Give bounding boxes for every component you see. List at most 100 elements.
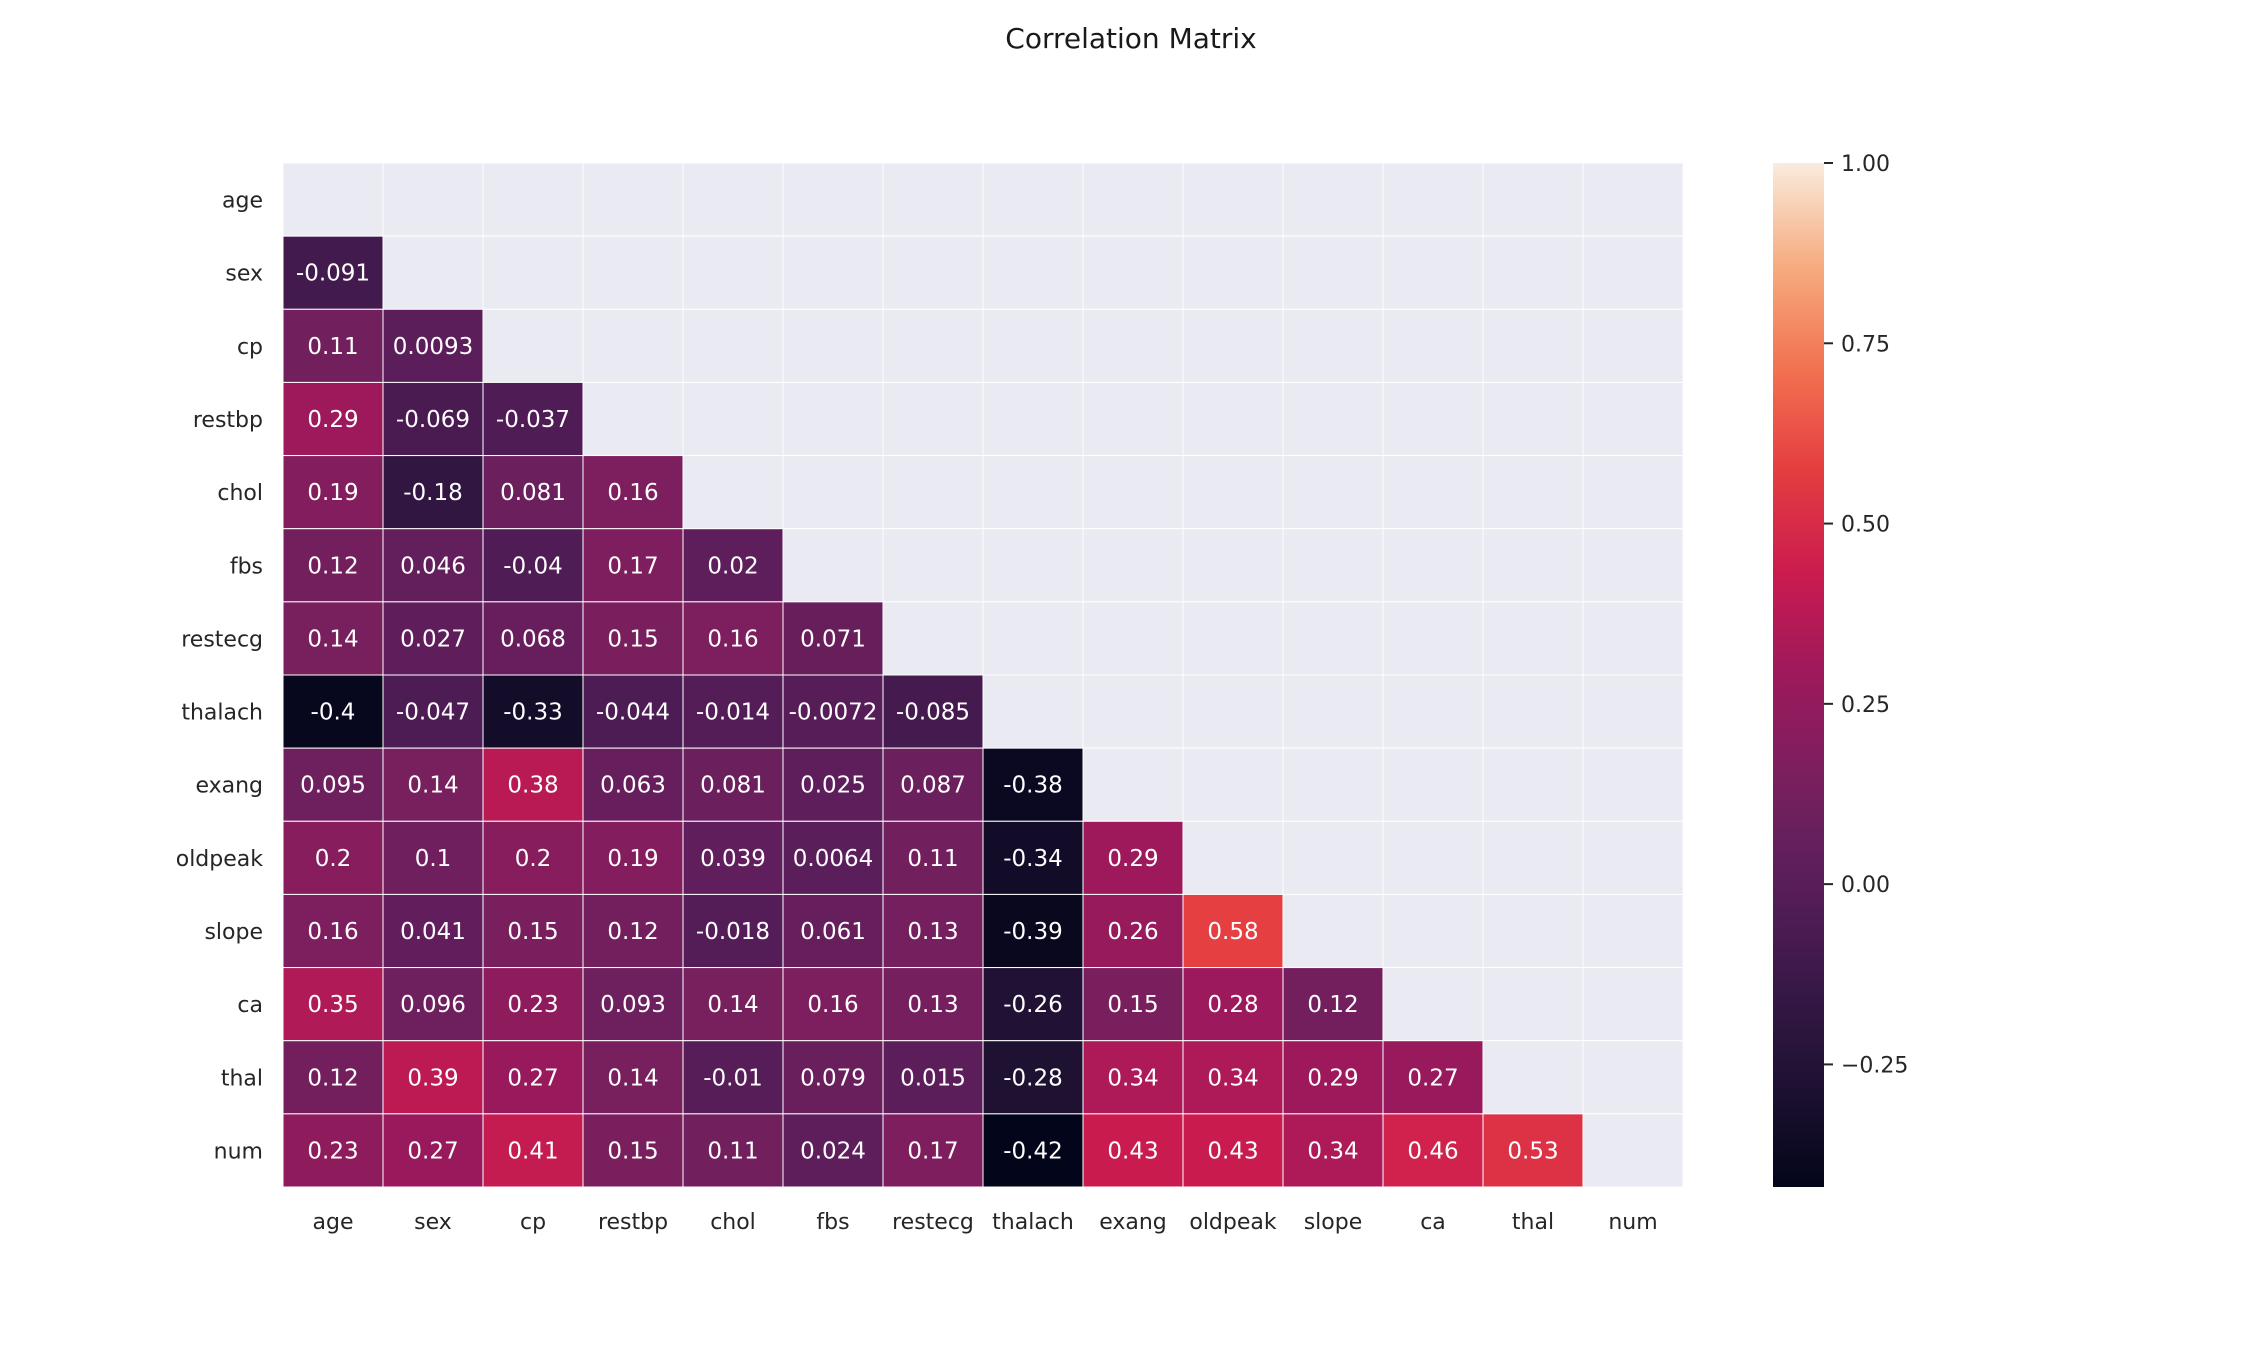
heatmap-masked-cell: [782, 528, 884, 603]
cell-value-oldpeak-restbp: 0.19: [607, 846, 658, 872]
y-tick-label-age: age: [222, 189, 263, 214]
heatmap-masked-cell: [882, 308, 984, 383]
heatmap-masked-cell: [1082, 235, 1184, 310]
heatmap-masked-cell: [882, 235, 984, 310]
cell-value-ca-oldpeak: 0.28: [1207, 992, 1258, 1018]
heatmap-masked-cell: [1482, 674, 1584, 749]
heatmap-cell-ca-age: [282, 967, 384, 1042]
heatmap-cell-num-thalach: [982, 1113, 1084, 1188]
cell-value-ca-exang: 0.15: [1107, 992, 1158, 1018]
heatmap-masked-cell: [282, 162, 384, 237]
colorbar: [1773, 163, 1824, 1187]
cell-value-fbs-cp: -0.04: [503, 553, 563, 579]
cell-value-chol-cp: 0.081: [500, 480, 566, 506]
heatmap-masked-cell: [1082, 674, 1184, 749]
heatmap-masked-cell: [1282, 820, 1384, 895]
cell-value-ca-restecg: 0.13: [907, 992, 958, 1018]
heatmap-masked-cell: [1582, 235, 1684, 310]
heatmap-masked-cell: [1182, 162, 1284, 237]
heatmap-cell-sex-age: [282, 235, 384, 310]
cell-value-slope-fbs: 0.061: [800, 919, 866, 945]
heatmap-masked-cell: [1382, 235, 1484, 310]
heatmap-masked-cell: [1582, 1113, 1684, 1188]
heatmap-annotations: -0.091 0.11 0.0093 0.29 -0.069 -0.037 0.19 -0.1…: [296, 261, 1559, 1165]
heatmap-cell-slope-restecg: [882, 893, 984, 969]
heatmap-masked-cell: [1082, 601, 1184, 676]
colorbar-tick-label: −0.25: [1841, 1053, 1908, 1078]
x-tick-label-chol: chol: [710, 1210, 756, 1235]
heatmap-cell-slope-fbs: [782, 893, 884, 969]
heatmap-cell-ca-cp: [482, 967, 584, 1042]
y-tick-label-fbs: fbs: [230, 554, 263, 579]
heatmap-cell-thal-thalach: [982, 1040, 1084, 1115]
heatmap-masked-cell: [1582, 308, 1684, 383]
cell-value-slope-sex: 0.041: [400, 919, 466, 945]
cell-value-fbs-chol: 0.02: [707, 553, 758, 579]
heatmap-cell-slope-chol: [682, 893, 784, 969]
y-tick-label-ca: ca: [237, 993, 263, 1018]
cell-value-oldpeak-restecg: 0.11: [907, 846, 958, 872]
x-tick-label-slope: slope: [1304, 1210, 1363, 1235]
colorbar-tick-label: 0.75: [1841, 332, 1890, 357]
heatmap-masked-cell: [1482, 235, 1584, 310]
heatmap-masked-cell: [1582, 747, 1684, 822]
heatmap-masked-cell: [1182, 747, 1284, 822]
heatmap-masked-cell: [1582, 162, 1684, 237]
heatmap-masked-cell: [982, 235, 1084, 310]
colorbar-tick-label: 0.50: [1841, 513, 1890, 538]
heatmap-masked-cell: [1382, 308, 1484, 383]
heatmap-masked-cell: [1282, 747, 1384, 822]
cell-value-oldpeak-age: 0.2: [315, 846, 352, 872]
heatmap-cell-slope-cp: [482, 893, 584, 969]
cell-value-restecg-cp: 0.068: [500, 626, 566, 652]
heatmap-masked-cell: [1182, 308, 1284, 383]
heatmap-masked-cell: [982, 308, 1084, 383]
heatmap-cell-oldpeak-cp: [482, 820, 584, 895]
cell-value-exang-fbs: 0.025: [800, 773, 866, 799]
heatmap-masked-cell: [1482, 162, 1584, 237]
y-tick-label-oldpeak: oldpeak: [176, 847, 264, 872]
cell-value-thal-restbp: 0.14: [607, 1065, 658, 1091]
heatmap-cell-chol-age: [282, 455, 384, 530]
heatmap-cell-oldpeak-thalach: [982, 820, 1084, 895]
y-tick-label-restbp: restbp: [193, 408, 263, 433]
cell-value-exang-chol: 0.081: [700, 773, 766, 799]
heatmap-masked-cell: [1482, 528, 1584, 603]
cell-value-slope-oldpeak: 0.58: [1207, 919, 1258, 945]
heatmap-cell-thal-ca: [1382, 1040, 1484, 1115]
cell-value-num-sex: 0.27: [407, 1138, 458, 1164]
cell-value-slope-thalach: -0.39: [1003, 919, 1063, 945]
y-tick-label-cp: cp: [237, 335, 263, 360]
heatmap-cell-ca-exang: [1082, 967, 1184, 1042]
cell-value-sex-age: -0.091: [296, 261, 370, 287]
heatmap-cell-oldpeak-exang: [1082, 820, 1184, 895]
x-tick-label-cp: cp: [520, 1210, 546, 1235]
heatmap-masked-cell: [1182, 455, 1284, 530]
heatmap-masked-cell: [1582, 601, 1684, 676]
heatmap-masked-cell: [882, 528, 984, 603]
cell-value-ca-restbp: 0.093: [600, 992, 666, 1018]
cell-value-ca-thalach: -0.26: [1003, 992, 1063, 1018]
cell-value-exang-thalach: -0.38: [1003, 773, 1063, 799]
heatmap-cell-num-exang: [1082, 1113, 1184, 1188]
cell-value-num-slope: 0.34: [1307, 1138, 1358, 1164]
heatmap-cell-restecg-cp: [482, 601, 584, 676]
heatmap-cell-oldpeak-restecg: [882, 820, 984, 895]
x-tick-label-oldpeak: oldpeak: [1189, 1210, 1277, 1235]
heatmap-masked-cell: [1482, 308, 1584, 383]
cell-value-thal-exang: 0.34: [1107, 1065, 1158, 1091]
heatmap-masked-cell: [1282, 455, 1384, 530]
cell-value-oldpeak-cp: 0.2: [515, 846, 552, 872]
heatmap-masked-cell: [682, 235, 784, 310]
heatmap-masked-cell: [582, 235, 684, 310]
heatmap-masked-cell: [1282, 528, 1384, 603]
heatmap-masked-cell: [1082, 747, 1184, 822]
cell-value-oldpeak-thalach: -0.34: [1003, 846, 1063, 872]
heatmap-masked-cell: [1482, 455, 1584, 530]
heatmap-cell-ca-restbp: [582, 967, 684, 1042]
chart-title: Correlation Matrix: [1005, 22, 1256, 55]
heatmap-masked-cell: [782, 235, 884, 310]
heatmap-cell-fbs-sex: [382, 528, 484, 603]
cell-value-oldpeak-chol: 0.039: [700, 846, 766, 872]
cell-value-thalach-fbs: -0.0072: [789, 700, 878, 726]
